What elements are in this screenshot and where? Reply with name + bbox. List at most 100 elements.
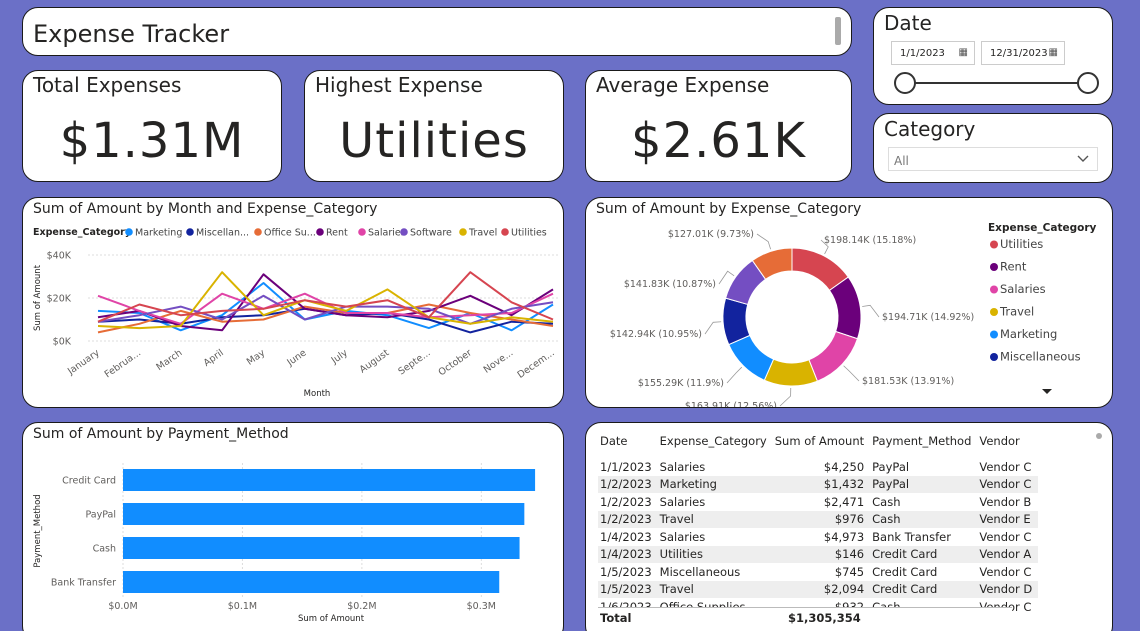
leader-line	[704, 321, 722, 335]
legend-marker	[990, 330, 998, 339]
table-cell: 1/5/2023	[600, 564, 652, 579]
table-cell: Travel	[657, 580, 773, 598]
start-date-input[interactable]: 1/1/2023 ▦	[891, 41, 975, 65]
legend-marker	[125, 228, 133, 236]
leader-line	[726, 366, 743, 384]
bar	[123, 503, 525, 525]
legend-marker	[990, 240, 998, 249]
table-cell: Cash	[870, 510, 978, 528]
total-label: Total	[600, 611, 632, 625]
date-range-track[interactable]	[905, 82, 1088, 84]
date-range-handle-start[interactable]	[894, 72, 916, 94]
date-range-handle-end[interactable]	[1077, 72, 1099, 94]
calendar-icon[interactable]: ▦	[1048, 47, 1058, 58]
bar-chart-card: Sum of Amount by Payment_Method $0.0M $0.…	[22, 422, 564, 631]
bar-chart: $0.0M $0.1M $0.2M $0.3M Credit Card PayPal Cas…	[33, 463, 536, 624]
legend-scroll-down-icon[interactable]	[1042, 389, 1052, 394]
legend-marker	[501, 228, 509, 236]
kpi-value: $1.31M	[59, 113, 245, 169]
table-cell: $146	[772, 545, 871, 563]
y-axis-label: Payment_Method	[33, 494, 43, 567]
table-cell: Vendor E	[977, 510, 1039, 528]
end-date-input[interactable]: 12/31/2023 ▦	[981, 41, 1065, 65]
x-tick-label: $0.3M	[467, 601, 496, 612]
table-cell: Salaries	[659, 459, 706, 474]
series-line	[97, 273, 554, 332]
column-header[interactable]: Date	[600, 434, 628, 448]
table-cell: Marketing	[657, 475, 773, 493]
x-tick-label: August	[358, 347, 392, 375]
kpi-label: Average Expense	[596, 73, 770, 97]
table-cell: 1/2/2023	[598, 510, 658, 528]
leader-line	[820, 239, 829, 255]
table-cell: Credit Card	[872, 564, 938, 579]
x-tick-label: May	[245, 347, 268, 367]
data-label: $163.91K (12.56%)	[685, 401, 777, 408]
kpi-label: Total Expenses	[33, 73, 182, 97]
title-card: Expense Tracker	[22, 7, 852, 56]
legend-marker	[254, 228, 262, 236]
table-cell: $2,094	[772, 580, 871, 598]
table-cell: $4,973	[823, 529, 865, 544]
table-total-row: Total $1,305,354	[598, 607, 1012, 629]
column-header[interactable]: Expense_Category	[659, 434, 767, 448]
legend-label: Software	[410, 228, 452, 239]
data-label: $198.14K (15.18%)	[824, 235, 916, 246]
data-label: $155.29K (11.9%)	[638, 378, 724, 389]
category-selected-value: All	[894, 154, 909, 168]
table-cell: Vendor A	[977, 545, 1039, 563]
calendar-icon[interactable]: ▦	[958, 47, 968, 58]
legend-label: Utilities	[1000, 237, 1043, 251]
legend-label: Rent	[326, 228, 348, 239]
table-cell: Credit Card	[870, 580, 978, 598]
table-cell: $4,250	[823, 459, 865, 474]
line-chart-title: Sum of Amount by Month and Expense_Categ…	[33, 201, 378, 217]
table-cell: Vendor C	[979, 459, 1032, 474]
leader-line	[779, 387, 792, 407]
table-row: 1/4/2023 Utilities $146 Credit Card Vendor A	[598, 545, 1039, 563]
legend-marker	[990, 308, 998, 316]
table-scrollbar[interactable]	[1096, 433, 1102, 439]
x-tick-label: July	[329, 347, 350, 367]
legend-marker	[990, 353, 998, 361]
x-tick-label: $0.1M	[228, 601, 257, 612]
series-line	[97, 271, 554, 330]
date-slicer-label: Date	[884, 11, 932, 35]
page-title: Expense Tracker	[33, 20, 230, 48]
table-cell: Bank Transfer	[872, 529, 951, 544]
x-tick-label: Februa...	[103, 347, 143, 380]
table-cell: $1,432	[772, 475, 871, 493]
leader-line	[862, 304, 880, 318]
x-tick-label: January	[65, 347, 102, 377]
table-cell: Vendor D	[977, 580, 1039, 598]
table-row: 1/2/2023 Salaries $2,471 Cash Vendor B	[598, 493, 1038, 511]
table-cell: Utilities	[657, 545, 773, 563]
leader-line	[843, 365, 860, 382]
table-cell: $745	[834, 564, 865, 579]
legend-label: Marketing	[1000, 327, 1057, 341]
column-header[interactable]: Vendor	[979, 434, 1020, 448]
legend-marker	[186, 228, 194, 236]
table-cell: Cash	[872, 494, 901, 509]
category-slicer-label: Category	[884, 117, 976, 141]
x-tick-label: April	[202, 347, 226, 368]
kpi-average-expense: Average Expense $2.61K	[585, 70, 852, 182]
column-header[interactable]: Payment_Method	[872, 434, 972, 448]
table-cell: PayPal	[872, 459, 910, 474]
x-tick-label: $0.2M	[347, 601, 376, 612]
legend-marker	[990, 285, 998, 294]
table-cell: 1/4/2023	[598, 545, 658, 563]
line-chart: Expense_Category Marketing Miscellan... Off…	[33, 227, 558, 399]
column-header[interactable]: Sum of Amount	[774, 434, 865, 448]
category-dropdown[interactable]: All	[888, 147, 1098, 171]
x-tick-label: June	[284, 347, 308, 369]
donut-chart-title: Sum of Amount by Expense_Category	[596, 201, 862, 217]
y-tick-label: Credit Card	[62, 476, 116, 487]
donut-slice	[808, 330, 859, 382]
x-tick-label: Septe...	[396, 347, 432, 377]
table-cell: 1/2/2023	[598, 475, 658, 493]
scrollbar[interactable]	[835, 17, 841, 45]
donut-slice	[751, 247, 793, 281]
table-cell: Salaries	[659, 494, 706, 509]
legend-label: Miscellan...	[196, 228, 249, 239]
